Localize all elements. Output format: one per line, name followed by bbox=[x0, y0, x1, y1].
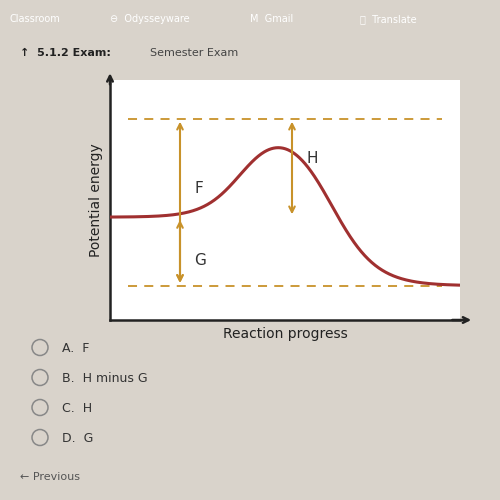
Text: M  Gmail: M Gmail bbox=[250, 14, 293, 24]
Text: D.  G: D. G bbox=[62, 432, 94, 446]
Y-axis label: Potential energy: Potential energy bbox=[89, 143, 103, 257]
Text: G: G bbox=[194, 253, 206, 268]
Text: B.  H minus G: B. H minus G bbox=[62, 372, 148, 386]
Text: Classroom: Classroom bbox=[10, 14, 61, 24]
Text: ← Previous: ← Previous bbox=[20, 472, 80, 482]
Text: H: H bbox=[306, 152, 318, 166]
Text: ↑  5.1.2 Exam:: ↑ 5.1.2 Exam: bbox=[20, 48, 111, 58]
Text: Semester Exam: Semester Exam bbox=[150, 48, 238, 58]
Text: ⊖  Odysseyware: ⊖ Odysseyware bbox=[110, 14, 190, 24]
Text: C.  H: C. H bbox=[62, 402, 92, 415]
Text: A.  F: A. F bbox=[62, 342, 90, 355]
X-axis label: Reaction progress: Reaction progress bbox=[222, 327, 348, 341]
Text: F: F bbox=[194, 181, 203, 196]
Text: ⬛  Translate: ⬛ Translate bbox=[360, 14, 416, 24]
